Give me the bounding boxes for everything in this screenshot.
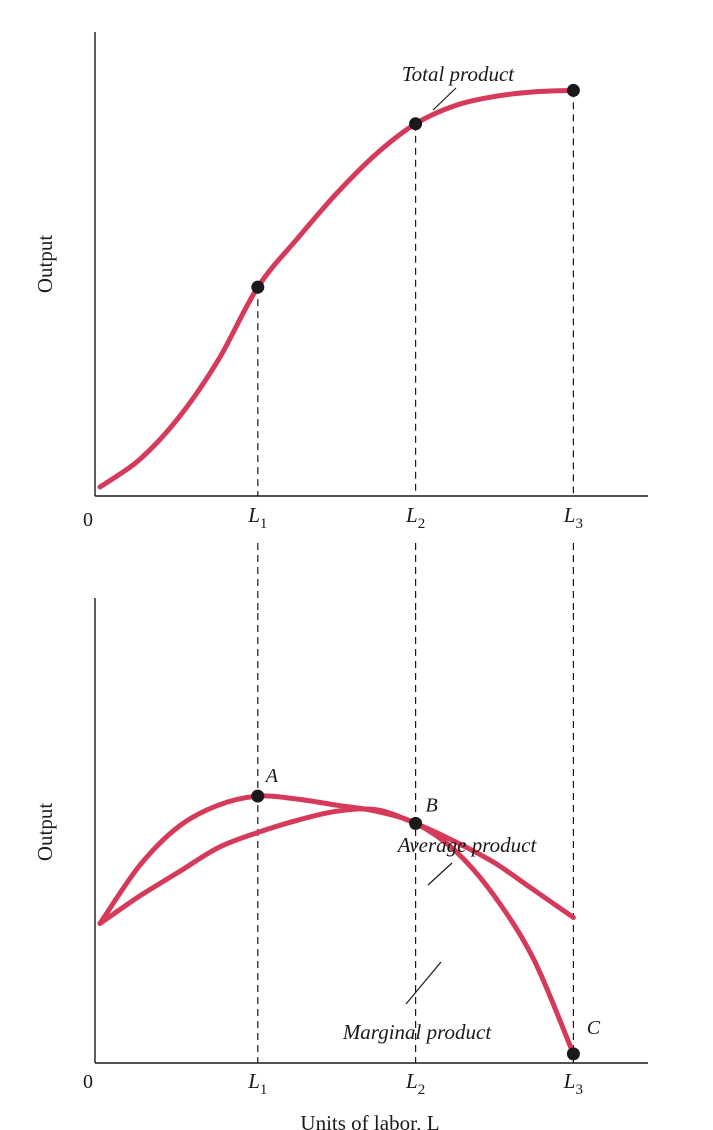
tick-subscript: 3: [575, 516, 583, 532]
total-product-panel: Output 0 L1 L2 L3 Total product: [33, 32, 648, 532]
marginal-product-leader: [405, 961, 442, 1005]
tick-subscript: 1: [260, 516, 268, 532]
tick-base: L: [247, 1069, 260, 1093]
x-tick-label-L1: L1: [247, 1069, 267, 1098]
bottom-x-axis-label: Units of labor, L: [300, 1111, 439, 1130]
bottom-points: A B C: [251, 765, 601, 1061]
total-product-leader: [432, 87, 457, 111]
point-C: [566, 1047, 580, 1061]
bottom-x-tick-labels: L1 L2 L3: [247, 1069, 583, 1098]
average-marginal-panel: Output 0 L1 L2 L3 ABC Average product Marg…: [33, 598, 648, 1130]
top-x-tick-labels: L1 L2 L3: [247, 503, 583, 532]
tick-base: L: [405, 1069, 418, 1093]
bottom-dashed-guides: [257, 613, 575, 1063]
point-label-C: C: [587, 1017, 601, 1039]
tick-subscript: 2: [418, 516, 426, 532]
tick-subscript: 2: [418, 1082, 426, 1098]
tick-base: L: [405, 503, 418, 527]
point-label-B: B: [425, 794, 437, 816]
point-B: [409, 816, 423, 830]
tick-subscript: 3: [575, 1082, 583, 1098]
x-tick-label-L2: L2: [405, 1069, 425, 1098]
point-label-A: A: [264, 765, 279, 787]
top-dashed-guides: [257, 90, 575, 496]
connecting-dashed-guides: [257, 543, 575, 613]
point-2: [409, 117, 423, 131]
marginal-product-curve: [97, 793, 576, 1057]
average-product-leader: [427, 862, 453, 886]
tick-base: L: [563, 503, 576, 527]
bottom-origin-label: 0: [83, 1071, 93, 1093]
average-product-label: Average product: [396, 833, 538, 857]
average-product-curve: [97, 806, 576, 926]
x-tick-label-L3: L3: [563, 1069, 583, 1098]
point-A: [251, 789, 265, 803]
total-product-curve: [97, 87, 576, 490]
tick-base: L: [247, 503, 260, 527]
top-origin-label: 0: [83, 509, 93, 531]
tick-subscript: 1: [260, 1082, 268, 1098]
marginal-product-label: Marginal product: [342, 1020, 493, 1044]
tick-base: L: [563, 1069, 576, 1093]
point-1: [251, 280, 265, 294]
point-3: [566, 83, 580, 97]
x-tick-label-L1: L1: [247, 503, 267, 532]
bottom-y-axis-label: Output: [33, 803, 57, 862]
top-y-axis-label: Output: [33, 235, 57, 294]
top-points: [251, 83, 580, 294]
x-tick-label-L3: L3: [563, 503, 583, 532]
x-tick-label-L2: L2: [405, 503, 425, 532]
total-product-label: Total product: [402, 62, 515, 86]
